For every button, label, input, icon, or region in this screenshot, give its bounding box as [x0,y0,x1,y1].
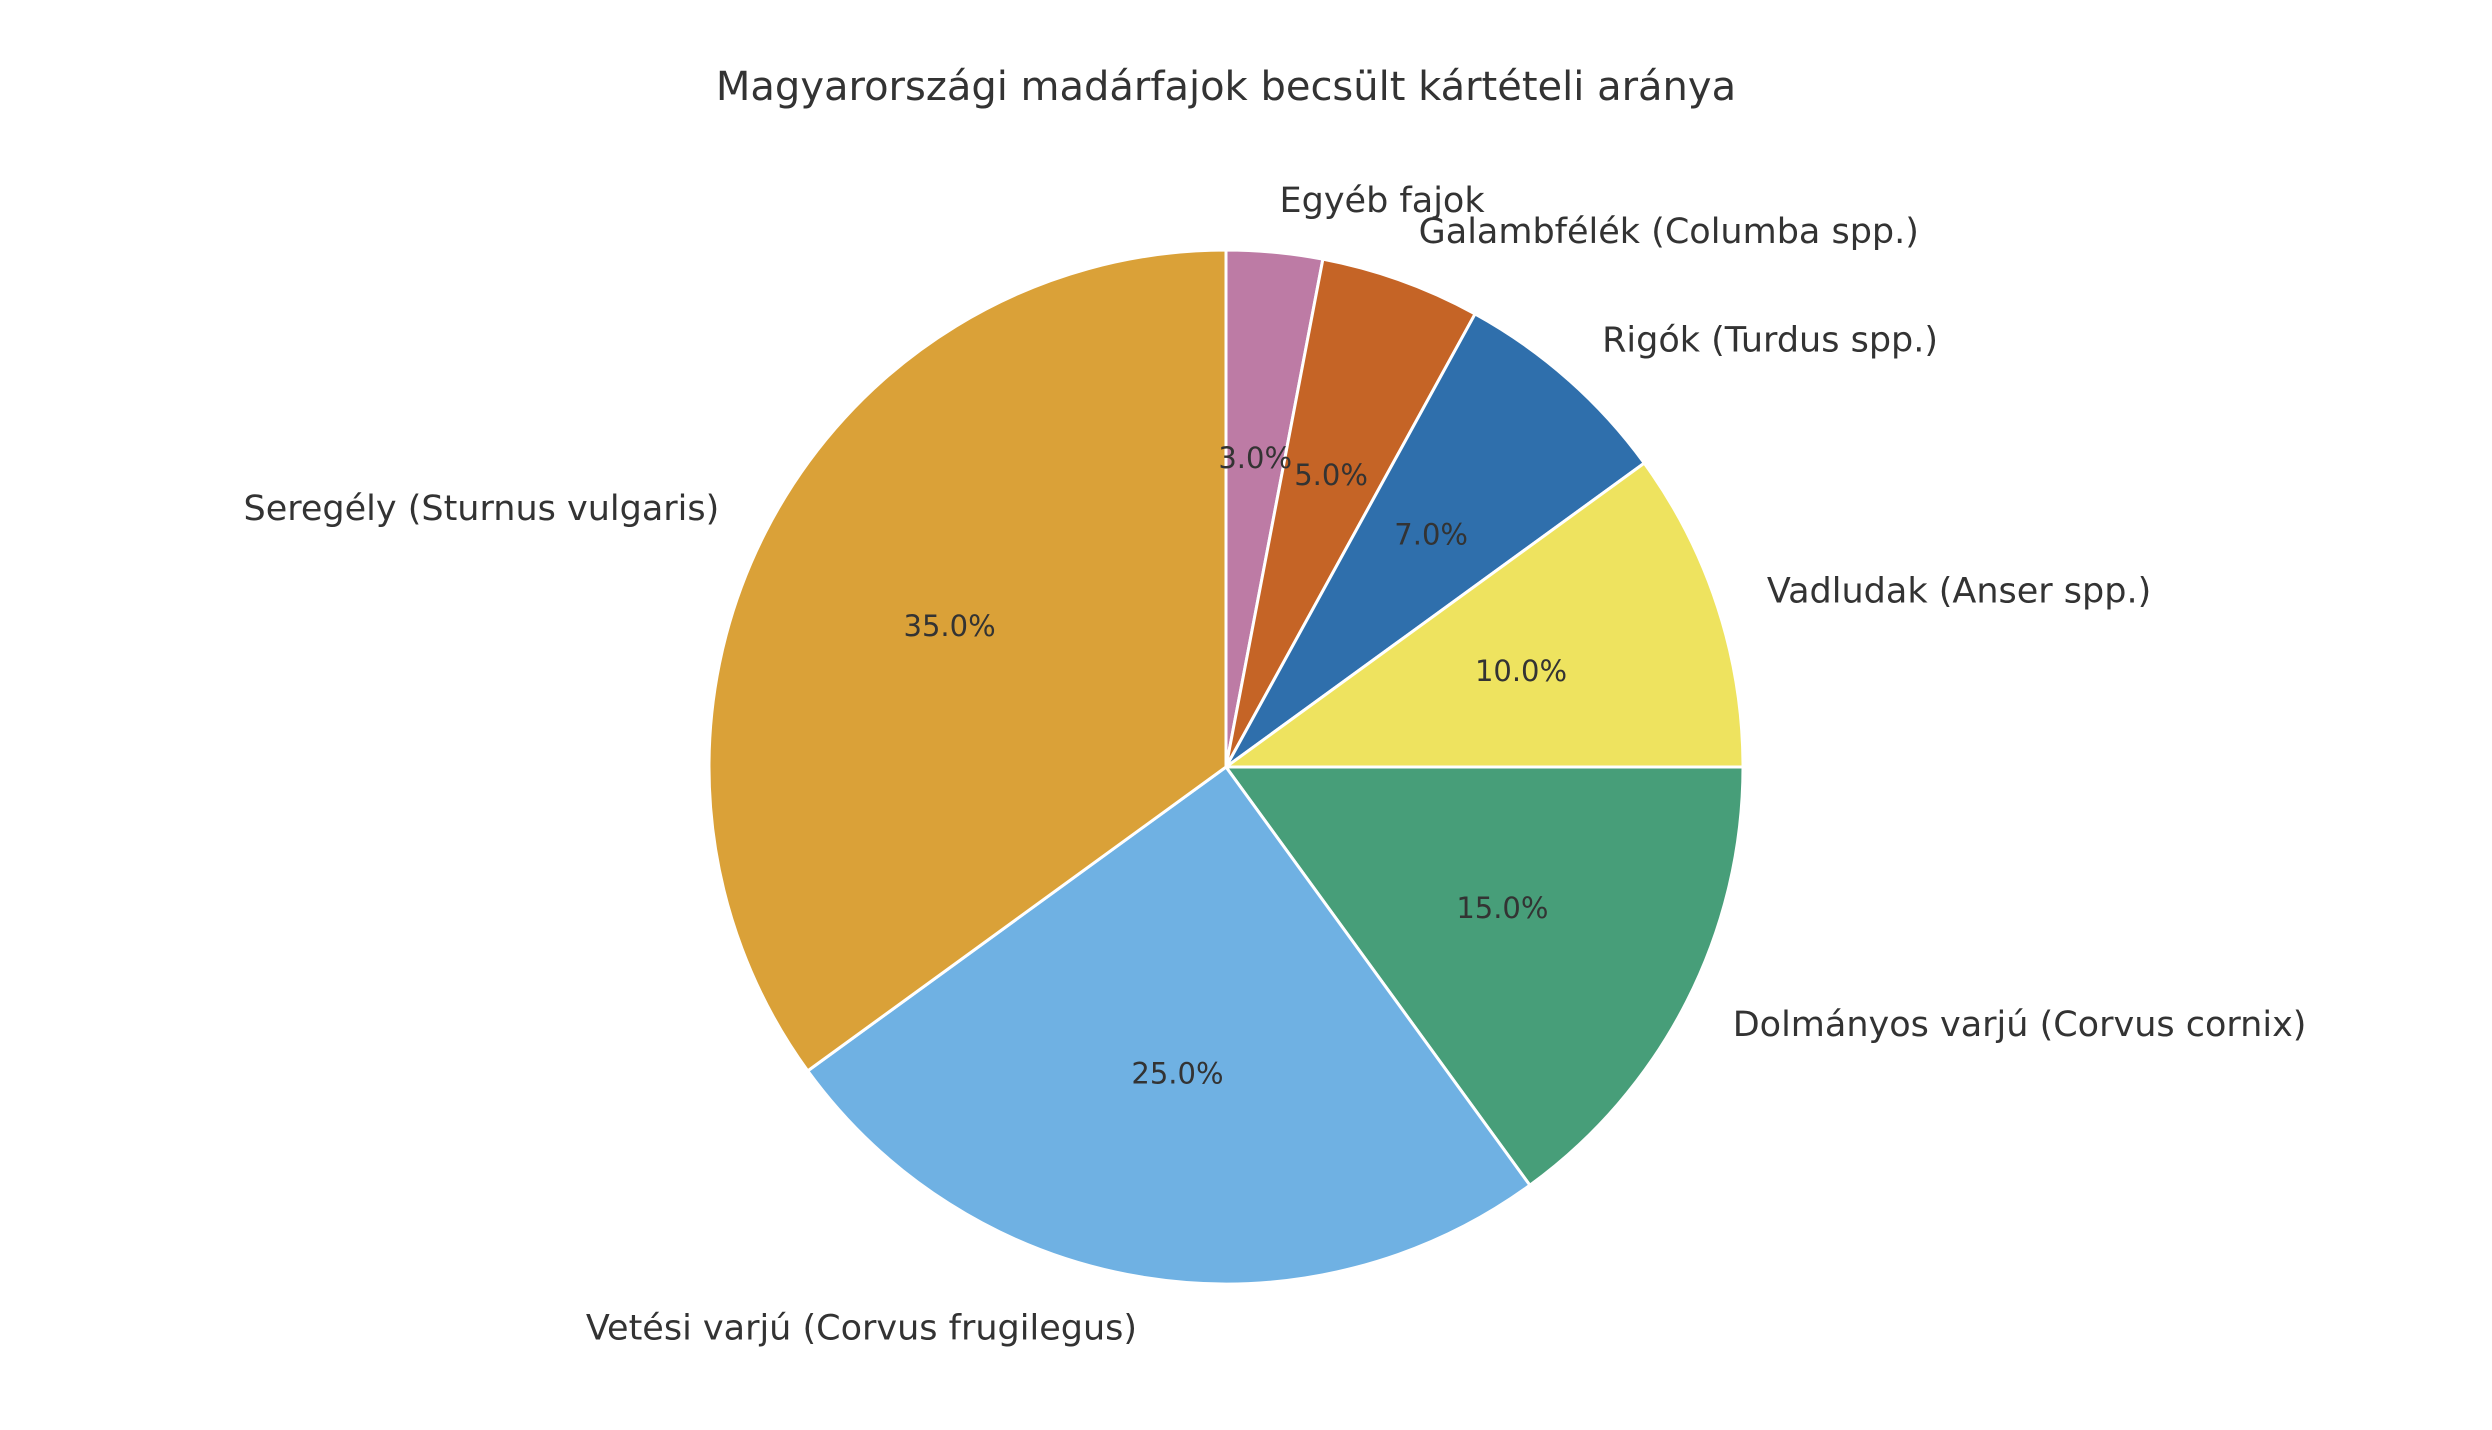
slice-label-dolmanyos-varju-corvus-cornix: Dolmányos varjú (Corvus cornix) [1733,1005,2307,1045]
pie-slice-rigok-turdus-spp [1224,312,1646,769]
pct-label-vetesi-varju-corvus-frugilegus: 25.0% [1131,1056,1223,1090]
pct-label-vadludak-anser-spp: 10.0% [1475,654,1567,688]
pct-label-galambfelek-columba-spp: 5.0% [1294,458,1368,492]
pct-label-dolmanyos-varju-corvus-cornix: 15.0% [1456,891,1548,925]
pct-label-rigok-turdus-spp: 7.0% [1394,517,1468,551]
percentage-labels: 3.0% 5.0% 7.0% 10.0% 15.0% 25.0% 35.0% [904,441,1568,1090]
slice-label-galambfelek-columba-spp: Galambfélék (Columba spp.) [1419,212,1919,252]
pct-label-seregely-sturnus-vulgaris: 35.0% [904,609,996,643]
slice-label-vetesi-varju-corvus-frugilegus: Vetési varjú (Corvus frugilegus) [586,1309,1137,1349]
chart-title: Magyarországi madárfajok becsült kártéte… [716,64,1736,110]
slice-label-egyeb-fajok: Egyéb fajok [1280,181,1486,221]
pie-slice-galambfelek-columba-spp [1224,257,1477,769]
slice-label-seregely-sturnus-vulgaris: Seregély (Sturnus vulgaris) [244,489,720,529]
slice-label-rigok-turdus-spp: Rigók (Turdus spp.) [1602,320,1938,360]
pie-slice-seregely-sturnus-vulgaris [707,248,1228,1073]
pie-slice-vadludak-anser-spp [1224,461,1745,769]
slice-label-vadludak-anser-spp: Vadludak (Anser spp.) [1767,571,2151,611]
pie-slice-vetesi-varju-corvus-frugilegus [806,765,1532,1286]
pct-label-egyeb-fajok: 3.0% [1218,441,1292,475]
pie-slices [707,248,1745,1286]
pie-slice-dolmanyos-varju-corvus-cornix [1224,765,1745,1187]
